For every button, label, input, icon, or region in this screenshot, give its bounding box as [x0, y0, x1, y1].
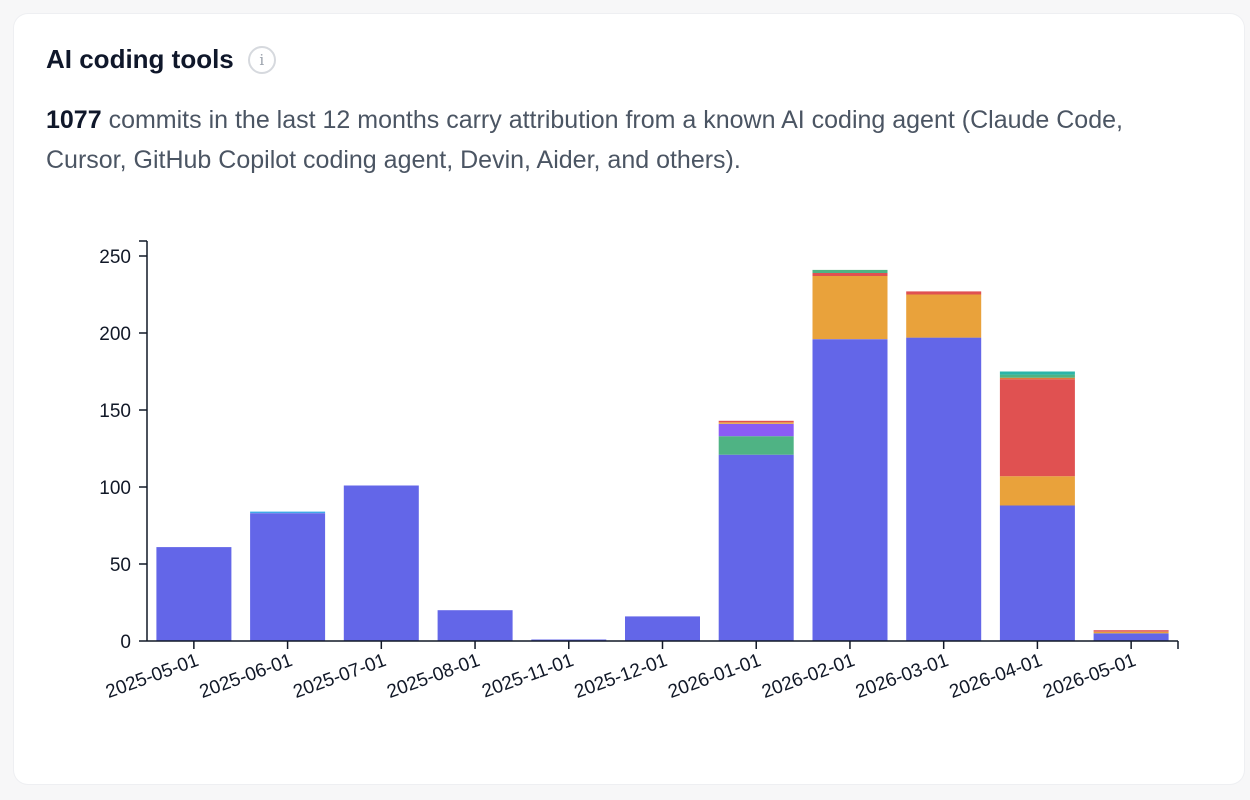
card-description: 1077 commits in the last 12 months carry…	[46, 100, 1206, 180]
bar-segment	[999, 377, 1075, 380]
bar-segment	[718, 423, 794, 437]
bar-segment	[999, 379, 1075, 477]
description-text: commits in the last 12 months carry attr…	[46, 106, 1123, 174]
bar-segment	[625, 616, 700, 641]
bar-segment	[437, 610, 513, 641]
bar-segment	[718, 454, 794, 641]
x-tick-label: 2026-03-01	[853, 650, 952, 703]
card-title: AI coding tools	[46, 44, 234, 74]
bar-segment	[812, 269, 888, 273]
bar-segment	[906, 294, 982, 338]
x-tick-label: 2025-07-01	[291, 650, 390, 703]
y-tick-label: 0	[120, 632, 131, 653]
bar-segment	[812, 276, 888, 340]
x-tick-label: 2025-08-01	[384, 650, 483, 703]
info-icon[interactable]: i	[247, 45, 276, 74]
bar-segment	[1093, 630, 1169, 632]
x-tick-label: 2026-02-01	[759, 650, 858, 703]
x-tick-label: 2025-12-01	[572, 650, 671, 703]
x-tick-label: 2026-05-01	[1040, 650, 1139, 703]
bar-segment	[999, 505, 1075, 641]
bar-segment	[812, 339, 888, 641]
commit-count: 1077	[46, 106, 102, 134]
bar-segment	[812, 272, 888, 276]
bar-segment	[999, 476, 1075, 506]
y-tick-label: 200	[99, 324, 131, 345]
x-tick-label: 2026-01-01	[665, 650, 764, 703]
bar-segment	[1093, 631, 1169, 634]
x-tick-label: 2025-06-01	[197, 650, 296, 703]
bar-segment	[250, 511, 326, 514]
bar-segment	[718, 422, 794, 424]
bar-segment	[250, 513, 326, 641]
bar-segment	[999, 371, 1075, 375]
y-tick-label: 50	[110, 555, 131, 576]
bar-segment	[718, 420, 794, 423]
bar-segment	[906, 291, 982, 295]
y-tick-label: 250	[99, 247, 131, 268]
bar-segment	[343, 485, 419, 641]
bar-segment	[156, 547, 232, 641]
x-tick-label: 2025-11-01	[479, 650, 576, 702]
bar-segment	[999, 374, 1075, 378]
x-tick-label: 2026-04-01	[947, 650, 1046, 703]
card-header: AI coding tools i	[46, 44, 276, 75]
bar-segment	[906, 337, 982, 641]
bar-segment	[1093, 633, 1169, 641]
y-tick-label: 100	[99, 478, 131, 499]
x-tick-label: 2025-05-01	[103, 650, 202, 703]
bar-segment	[718, 436, 794, 455]
y-tick-label: 150	[99, 401, 131, 422]
